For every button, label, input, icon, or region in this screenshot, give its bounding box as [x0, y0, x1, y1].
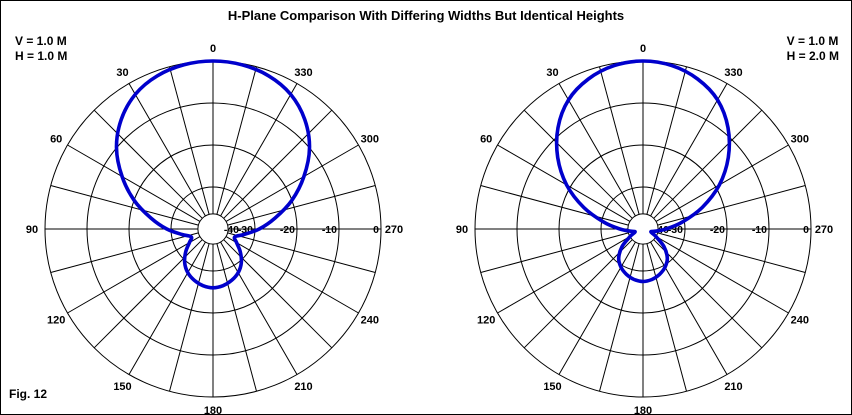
pattern-curve [114, 59, 312, 290]
angle-label: 120 [47, 315, 65, 327]
radial-tick-label: -20 [280, 224, 295, 236]
annotation-right-h: H = 2.0 M [786, 49, 839, 63]
chart-title: H-Plane Comparison With Differing Widths… [227, 8, 625, 23]
radial-tick-label: -40 [224, 224, 239, 236]
angle-label: 210 [724, 381, 742, 393]
annotation-left-h: H = 1.0 M [15, 49, 68, 63]
radial-tick-label: -10 [752, 224, 767, 236]
angle-label: 180 [204, 405, 222, 414]
angle-label: 90 [26, 224, 38, 236]
figure-label: Fig. 12 [9, 387, 48, 401]
pattern-curve [554, 59, 732, 284]
angle-label: 60 [480, 134, 492, 146]
angle-label: 0 [210, 43, 216, 55]
angle-label: 210 [294, 381, 312, 393]
annotation-right-v: V = 1.0 M [786, 34, 839, 48]
angle-label: 60 [50, 134, 62, 146]
angle-label: 150 [543, 381, 561, 393]
angle-label: 30 [116, 67, 128, 79]
angle-label: 240 [361, 315, 379, 327]
radial-tick-label: 0 [803, 224, 809, 236]
annotation-right: V = 1.0 M H = 2.0 M [787, 34, 839, 64]
radial-tick-label: -20 [710, 224, 725, 236]
angle-label: 90 [456, 224, 468, 236]
angle-label: 30 [546, 67, 558, 79]
annotation-left: V = 1.0 M H = 1.0 M [15, 34, 67, 64]
angle-label: 120 [477, 315, 495, 327]
annotation-left-v: V = 1.0 M [15, 34, 67, 48]
angle-label: 180 [634, 405, 652, 414]
angle-label: 300 [791, 134, 809, 146]
angle-label: 0 [640, 43, 646, 55]
angle-label: 330 [294, 67, 312, 79]
radial-tick-label: 0 [373, 224, 379, 236]
angle-label: 150 [113, 381, 131, 393]
angle-label: 300 [361, 134, 379, 146]
angle-label: 270 [815, 224, 833, 236]
angle-label: 240 [791, 315, 809, 327]
angle-label: 270 [385, 224, 403, 236]
angle-label: 330 [724, 67, 742, 79]
radial-tick-label: -10 [322, 224, 337, 236]
